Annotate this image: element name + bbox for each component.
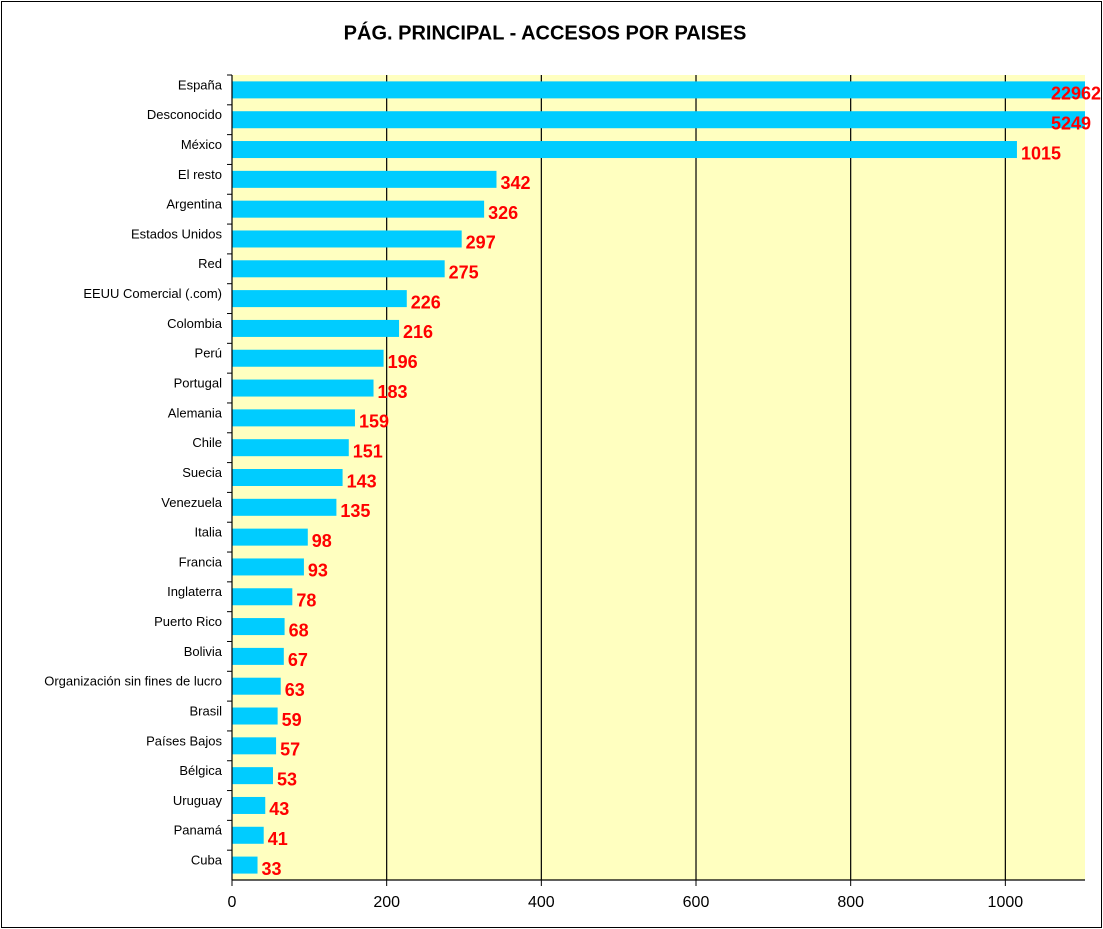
value-label: 1015 <box>1021 143 1061 163</box>
chart-title: PÁG. PRINCIPAL - ACCESOS POR PAISES <box>344 21 747 44</box>
y-tick-label: Italia <box>195 525 223 540</box>
y-tick-label: Suecia <box>182 465 223 480</box>
bar <box>232 290 407 308</box>
bar <box>232 379 374 397</box>
y-tick-label: Puerto Rico <box>154 614 222 629</box>
bar <box>232 81 1085 99</box>
bar <box>232 439 349 457</box>
value-label: 98 <box>312 531 332 551</box>
bar <box>232 260 445 278</box>
y-tick-label: Alemania <box>168 405 223 420</box>
value-label: 135 <box>340 501 370 521</box>
bar <box>232 588 293 606</box>
y-tick-label: Perú <box>195 346 222 361</box>
value-label: 33 <box>262 859 282 879</box>
value-label: 159 <box>359 412 389 432</box>
y-tick-label: Venezuela <box>161 495 222 510</box>
value-label: 93 <box>308 561 328 581</box>
bar <box>232 349 384 367</box>
value-label: 68 <box>289 620 309 640</box>
bar <box>232 141 1017 159</box>
value-label: 53 <box>277 769 297 789</box>
bar <box>232 230 462 248</box>
bar <box>232 796 266 814</box>
x-tick-label: 600 <box>683 894 710 911</box>
bar <box>232 647 284 665</box>
bar <box>232 528 308 546</box>
x-tick-label: 800 <box>837 894 864 911</box>
value-label: 226 <box>411 292 441 312</box>
y-tick-label: Francia <box>179 554 223 569</box>
y-tick-label: México <box>181 137 222 152</box>
y-tick-label: Chile <box>192 435 222 450</box>
value-label: 22962 <box>1051 84 1101 104</box>
value-label: 326 <box>488 203 518 223</box>
y-tick-label: Panamá <box>174 823 223 838</box>
value-label: 78 <box>296 591 316 611</box>
bar <box>232 767 273 785</box>
bars <box>232 81 1085 874</box>
value-label: 63 <box>285 680 305 700</box>
y-tick-label: Red <box>198 256 222 271</box>
bar <box>232 111 1085 129</box>
y-tick-label: Bolivia <box>184 644 223 659</box>
bar <box>232 707 278 725</box>
bar <box>232 618 285 636</box>
value-label: 5249 <box>1051 113 1091 133</box>
bar <box>232 200 485 218</box>
value-label: 41 <box>268 829 288 849</box>
y-tick-label: Bélgica <box>179 763 222 778</box>
value-label: 342 <box>500 173 530 193</box>
bar <box>232 319 400 337</box>
y-tick-label: Portugal <box>174 375 223 390</box>
value-label: 43 <box>269 799 289 819</box>
y-tick-label: Argentina <box>166 197 222 212</box>
y-tick-label: Brasil <box>189 703 222 718</box>
bar <box>232 677 281 695</box>
value-label: 143 <box>347 471 377 491</box>
y-tick-label: Países Bajos <box>146 733 222 748</box>
y-tick-label: España <box>178 77 223 92</box>
value-label: 57 <box>280 740 300 760</box>
value-label: 59 <box>282 710 302 730</box>
bar <box>232 737 277 755</box>
bar <box>232 170 497 188</box>
value-label: 151 <box>353 441 383 461</box>
y-tick-label: EEUU Comercial (.com) <box>83 286 222 301</box>
value-label: 275 <box>449 263 479 283</box>
x-tick-label: 400 <box>528 894 555 911</box>
y-tick-label: Inglaterra <box>167 584 223 599</box>
value-label: 196 <box>388 352 418 372</box>
bar <box>232 498 337 516</box>
value-label: 297 <box>466 233 496 253</box>
y-tick-label: Desconocido <box>147 107 222 122</box>
value-label: 67 <box>288 650 308 670</box>
bar <box>232 469 343 486</box>
y-tick-label: Estados Unidos <box>131 226 223 241</box>
y-tick-label: Cuba <box>191 853 223 868</box>
y-tick-label: El resto <box>178 167 222 182</box>
value-label: 216 <box>403 322 433 342</box>
x-tick-label: 200 <box>373 894 400 911</box>
x-tick-label: 1000 <box>988 894 1024 911</box>
bar <box>232 558 304 576</box>
y-tick-label: Uruguay <box>173 793 223 808</box>
x-tick-label: 0 <box>228 894 237 911</box>
bar <box>232 409 355 427</box>
value-label: 183 <box>378 382 408 402</box>
y-tick-label: Organización sin fines de lucro <box>44 674 222 689</box>
y-tick-label: Colombia <box>167 316 223 331</box>
bar <box>232 826 264 844</box>
bar <box>232 856 258 874</box>
